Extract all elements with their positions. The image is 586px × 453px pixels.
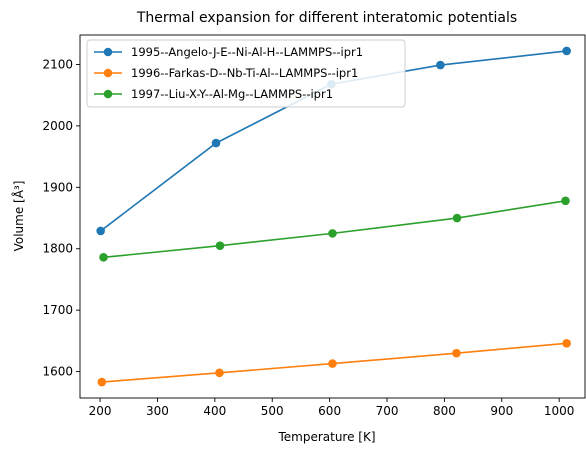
x-tick-label: 700	[376, 404, 399, 418]
legend-marker	[104, 90, 113, 99]
data-point	[328, 359, 337, 368]
x-tick-label: 500	[261, 404, 284, 418]
legend-entry-1: 1995--Angelo-J-E--Ni-Al-H--LAMMPS--ipr1	[131, 45, 363, 59]
y-tick-label: 1900	[42, 180, 73, 194]
data-point	[212, 139, 221, 148]
legend-marker	[104, 48, 113, 57]
data-point	[561, 197, 570, 206]
data-point	[436, 61, 445, 70]
y-tick-label: 1800	[42, 242, 73, 256]
data-point	[215, 369, 224, 378]
series-line-3	[104, 201, 566, 258]
y-tick-label: 2100	[42, 57, 73, 71]
x-axis-ticks: 200 300 400 500 600 700 800 900 1000	[89, 398, 575, 418]
data-point	[99, 253, 108, 262]
y-axis-ticks: 1600 1700 1800 1900 2000 2100	[42, 57, 80, 378]
legend-marker	[104, 69, 113, 78]
x-tick-label: 900	[490, 404, 513, 418]
data-point	[453, 214, 462, 223]
data-point	[98, 378, 107, 387]
x-tick-label: 600	[318, 404, 341, 418]
x-tick-label: 800	[433, 404, 456, 418]
legend-entry-3: 1997--Liu-X-Y--Al-Mg--LAMMPS--ipr1	[131, 87, 333, 101]
legend: 1995--Angelo-J-E--Ni-Al-H--LAMMPS--ipr1 1…	[87, 40, 405, 107]
data-point	[328, 229, 337, 238]
x-tick-label: 200	[89, 404, 112, 418]
data-point	[96, 227, 105, 236]
y-tick-label: 2000	[42, 119, 73, 133]
data-point	[452, 349, 461, 358]
y-tick-label: 1700	[42, 303, 73, 317]
data-point	[562, 47, 571, 56]
x-tick-label: 400	[203, 404, 226, 418]
x-axis-label: Temperature [K]	[277, 430, 375, 444]
data-point	[562, 339, 571, 348]
data-point	[216, 241, 225, 250]
x-tick-label: 300	[146, 404, 169, 418]
y-tick-label: 1600	[42, 365, 73, 379]
y-axis-label: Volume [Å³]	[11, 181, 26, 252]
chart-title: Thermal expansion for different interato…	[136, 10, 517, 26]
x-tick-label: 1000	[544, 404, 575, 418]
legend-entry-2: 1996--Farkas-D--Nb-Ti-Al--LAMMPS--ipr1	[131, 66, 358, 80]
